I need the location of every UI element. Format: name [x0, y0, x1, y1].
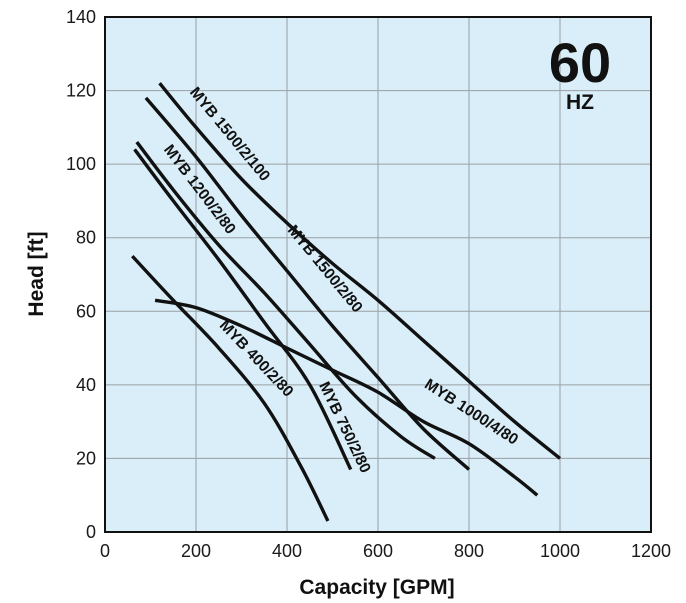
y-tick-label: 40: [76, 375, 96, 395]
y-axis-ticks: 0 20 40 60 80 100 120 140: [66, 7, 96, 542]
x-tick-label: 1000: [540, 541, 580, 561]
y-tick-label: 120: [66, 81, 96, 101]
frequency-value: 60: [549, 31, 611, 94]
curve-myb-1500-2-80: [144, 96, 471, 471]
curve-myb-1500-2-100: [158, 82, 562, 460]
y-tick-label: 0: [86, 522, 96, 542]
curve-myb-1200-2-80: [135, 141, 436, 460]
x-tick-label: 800: [454, 541, 484, 561]
x-tick-label: 400: [272, 541, 302, 561]
x-tick-label: 0: [100, 541, 110, 561]
y-tick-label: 20: [76, 448, 96, 468]
plot-frame: [104, 16, 652, 533]
frequency-badge: 60 HZ: [549, 31, 611, 114]
y-tick-label: 60: [76, 301, 96, 321]
x-tick-label: 600: [363, 541, 393, 561]
y-tick-label: 140: [66, 7, 96, 27]
frequency-unit: HZ: [566, 91, 594, 114]
curve-myb-1000-4-80: [154, 298, 539, 497]
grid-lines: [105, 17, 651, 532]
y-axis-title: Head [ft]: [25, 231, 48, 316]
x-axis-ticks: 0 200 400 600 800 1000 1200: [100, 541, 671, 561]
curve-myb-400-2-80: [131, 254, 330, 522]
pump-curves: [131, 82, 562, 522]
x-tick-label: 1200: [631, 541, 671, 561]
y-tick-label: 100: [66, 154, 96, 174]
y-tick-label: 80: [76, 228, 96, 248]
curve-myb-750-2-80: [133, 148, 353, 471]
x-tick-label: 200: [181, 541, 211, 561]
x-axis-title: Capacity [GPM]: [299, 576, 454, 599]
